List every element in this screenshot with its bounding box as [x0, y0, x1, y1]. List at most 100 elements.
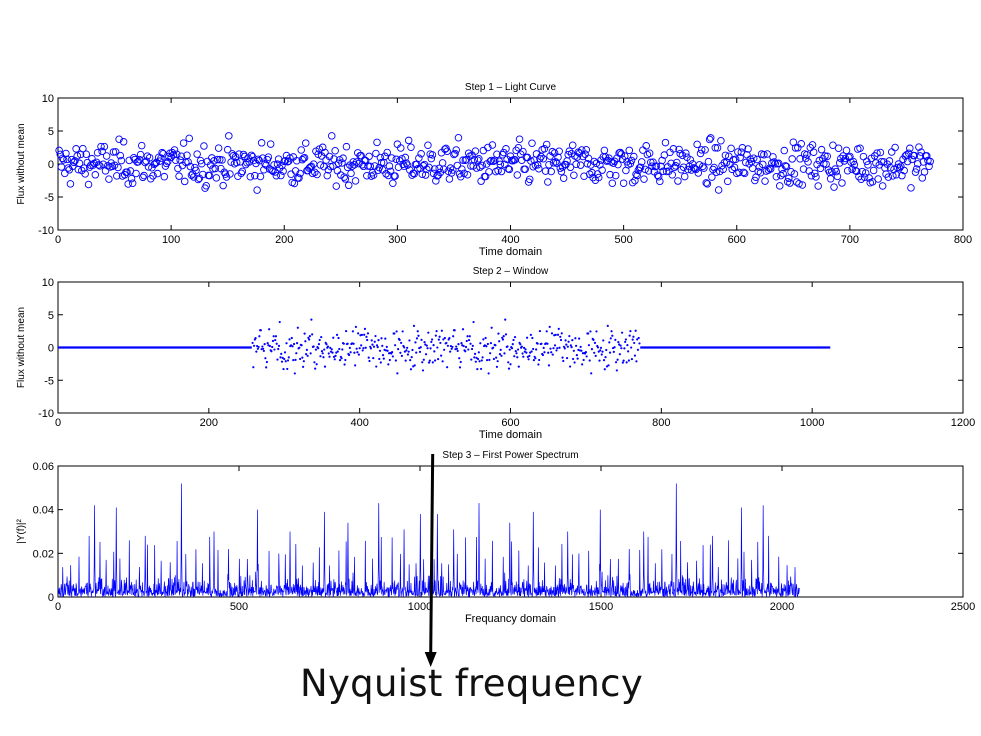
data-point	[588, 359, 591, 362]
data-point	[562, 359, 565, 363]
data-point	[460, 169, 468, 178]
data-point	[332, 182, 341, 190]
data-point	[311, 333, 314, 336]
data-point	[443, 348, 446, 351]
data-point	[343, 163, 352, 172]
data-point	[113, 172, 121, 180]
data-point	[540, 144, 549, 153]
data-point	[594, 173, 603, 182]
data-point	[385, 162, 394, 170]
data-point	[333, 358, 336, 361]
data-point	[388, 358, 391, 362]
data-point	[720, 158, 729, 167]
data-point	[739, 168, 748, 177]
data-point	[659, 167, 667, 175]
data-point	[474, 360, 477, 363]
data-point	[315, 363, 318, 366]
data-point	[535, 165, 543, 173]
data-point	[387, 154, 396, 162]
data-point	[98, 147, 106, 156]
data-point	[473, 356, 476, 359]
data-point	[285, 157, 293, 165]
data-point	[563, 347, 566, 350]
data-point	[370, 339, 373, 342]
data-point	[343, 363, 346, 366]
data-point	[323, 171, 331, 180]
data-point	[486, 157, 494, 166]
data-point	[455, 345, 458, 348]
data-point	[432, 344, 435, 347]
data-point	[366, 162, 374, 171]
data-point	[557, 327, 560, 330]
y-tick-label: 0	[48, 592, 54, 604]
data-point	[404, 136, 413, 145]
data-point	[826, 175, 835, 183]
data-point	[647, 158, 655, 167]
data-point	[497, 167, 506, 176]
data-point	[59, 156, 68, 164]
data-point	[117, 156, 126, 165]
data-point	[153, 169, 162, 178]
data-point	[891, 143, 899, 152]
data-point	[598, 166, 606, 174]
data-point	[105, 175, 113, 183]
data-point	[406, 353, 410, 356]
data-point	[643, 150, 652, 159]
data-point	[445, 175, 454, 183]
data-point	[452, 335, 455, 338]
data-point	[636, 348, 640, 351]
data-point	[532, 359, 535, 362]
data-point	[612, 350, 615, 353]
data-point	[213, 155, 222, 164]
data-point	[93, 148, 102, 157]
data-point	[162, 159, 171, 168]
data-point	[277, 171, 285, 180]
data-point	[70, 158, 78, 167]
data-point	[393, 332, 396, 335]
data-point	[769, 153, 777, 161]
data-point	[293, 372, 296, 375]
data-point	[101, 167, 110, 175]
data-point	[446, 164, 455, 172]
data-point	[906, 144, 914, 153]
data-point	[111, 148, 120, 156]
data-point	[475, 356, 478, 359]
data-point	[855, 172, 863, 181]
data-point	[589, 330, 592, 333]
data-point	[631, 338, 634, 341]
data-point	[525, 336, 529, 339]
data-point	[351, 177, 360, 185]
data-point	[123, 168, 131, 176]
data-point	[149, 172, 157, 180]
data-point	[313, 361, 316, 364]
data-point	[556, 347, 559, 350]
data-point	[347, 169, 355, 178]
data-point	[372, 345, 376, 348]
data-point	[94, 161, 103, 169]
data-point	[479, 342, 482, 345]
data-point	[609, 159, 618, 167]
data-point	[627, 156, 636, 165]
data-point	[325, 343, 328, 346]
data-point	[423, 165, 431, 173]
data-point	[554, 153, 562, 161]
data-point	[833, 172, 842, 181]
data-point	[348, 353, 351, 357]
data-point	[319, 355, 322, 358]
data-point	[566, 163, 575, 172]
data-point	[565, 356, 569, 360]
data-point	[608, 341, 611, 344]
data-point	[636, 338, 639, 341]
data-point	[541, 353, 545, 357]
data-point	[369, 347, 373, 350]
data-point	[401, 330, 404, 333]
arrow-shaft	[429, 453, 435, 656]
data-point	[704, 157, 713, 166]
data-point	[377, 338, 380, 342]
data-point	[864, 161, 872, 169]
data-point	[527, 358, 530, 361]
data-point	[349, 351, 352, 354]
data-point	[256, 172, 265, 181]
data-point	[220, 168, 229, 177]
data-point	[464, 350, 467, 353]
